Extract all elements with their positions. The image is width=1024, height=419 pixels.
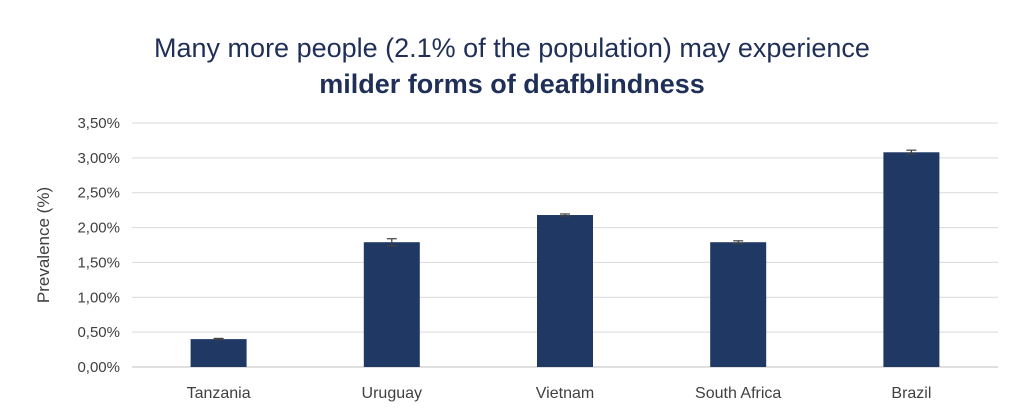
y-tick-label: 1,50%	[77, 254, 120, 271]
error-bar	[386, 238, 397, 247]
y-tick-label: 2,00%	[77, 220, 120, 237]
bar-brazil	[883, 152, 940, 367]
y-tick-label: 0,50%	[77, 324, 120, 341]
bar-vietnam	[537, 215, 593, 367]
error-bars	[213, 149, 917, 341]
error-bar	[733, 240, 744, 245]
x-category-label: Vietnam	[536, 385, 594, 402]
y-tick-label: 3,50%	[77, 115, 120, 132]
bars	[190, 152, 940, 367]
x-category-label: Brazil	[891, 385, 931, 402]
error-bar	[213, 337, 224, 341]
error-bar	[906, 149, 917, 155]
chart-title: Many more people (2.1% of the population…	[0, 30, 1024, 102]
y-axis-tick-labels: 0,00% 0,50% 1,00% 1,50% 2,00% 2,50% 3,00% 3,50%	[77, 115, 120, 376]
chart-title-line-1: Many more people (2.1% of the population…	[154, 33, 870, 63]
bar-tanzania	[190, 339, 247, 367]
x-axis-category-labels: Tanzania Uruguay Vietnam South Africa Brazil	[187, 385, 932, 402]
bar-south-africa	[710, 242, 767, 367]
y-tick-label: 0,00%	[77, 359, 120, 376]
chart-title-line-2: milder forms of deafblindness	[319, 69, 705, 99]
y-tick-label: 2,50%	[77, 185, 120, 202]
bar-uruguay	[363, 242, 420, 367]
y-tick-label: 3,00%	[77, 150, 120, 167]
y-axis-title: Prevalence (%)	[34, 187, 53, 303]
x-category-label: Uruguay	[362, 385, 422, 402]
x-category-label: South Africa	[695, 385, 781, 402]
x-category-label: Tanzania	[187, 385, 251, 402]
y-tick-label: 1,00%	[77, 289, 120, 306]
error-bar	[560, 213, 570, 217]
